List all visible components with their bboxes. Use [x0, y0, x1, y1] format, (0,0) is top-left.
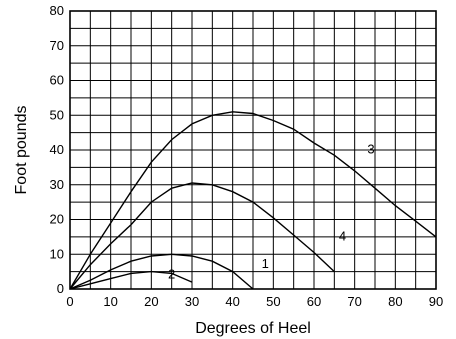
curve-1 [69, 253, 254, 290]
x-tick-label: 20 [144, 294, 158, 309]
x-tick-label: 60 [307, 294, 321, 309]
plot-frame [69, 10, 437, 290]
curve-label-3: 3 [367, 141, 374, 156]
x-tick-labels: 0 10 20 30 40 50 60 70 80 90 [66, 294, 443, 309]
x-tick-label: 0 [66, 294, 73, 309]
curve-3 [69, 111, 437, 290]
grid [69, 10, 437, 290]
y-tick-label: 20 [50, 212, 64, 227]
x-tick-label: 70 [347, 294, 361, 309]
y-axis-title: Foot pounds [13, 106, 30, 195]
y-tick-labels: 0 10 20 30 40 50 60 70 80 [50, 3, 64, 296]
x-tick-label: 10 [103, 294, 117, 309]
x-axis-title: Degrees of Heel [195, 320, 311, 337]
curve-2 [69, 270, 193, 290]
curve-label-4: 4 [339, 228, 346, 243]
x-tick-label: 40 [225, 294, 239, 309]
curve-label-1: 1 [262, 256, 269, 271]
y-tick-label: 70 [50, 38, 64, 53]
y-tick-label: 10 [50, 246, 64, 261]
y-tick-label: 80 [50, 3, 64, 18]
curve-label-2: 2 [168, 267, 175, 282]
x-tick-label: 80 [388, 294, 402, 309]
y-tick-label: 0 [57, 281, 64, 296]
y-tick-label: 60 [50, 73, 64, 88]
x-tick-label: 50 [266, 294, 280, 309]
y-tick-label: 40 [50, 142, 64, 157]
x-tick-label: 30 [185, 294, 199, 309]
curve-labels: 1 2 3 4 [168, 141, 375, 281]
curves [69, 111, 437, 290]
x-tick-label: 90 [429, 294, 443, 309]
y-tick-label: 50 [50, 107, 64, 122]
y-tick-label: 30 [50, 177, 64, 192]
curve-4 [69, 182, 335, 290]
